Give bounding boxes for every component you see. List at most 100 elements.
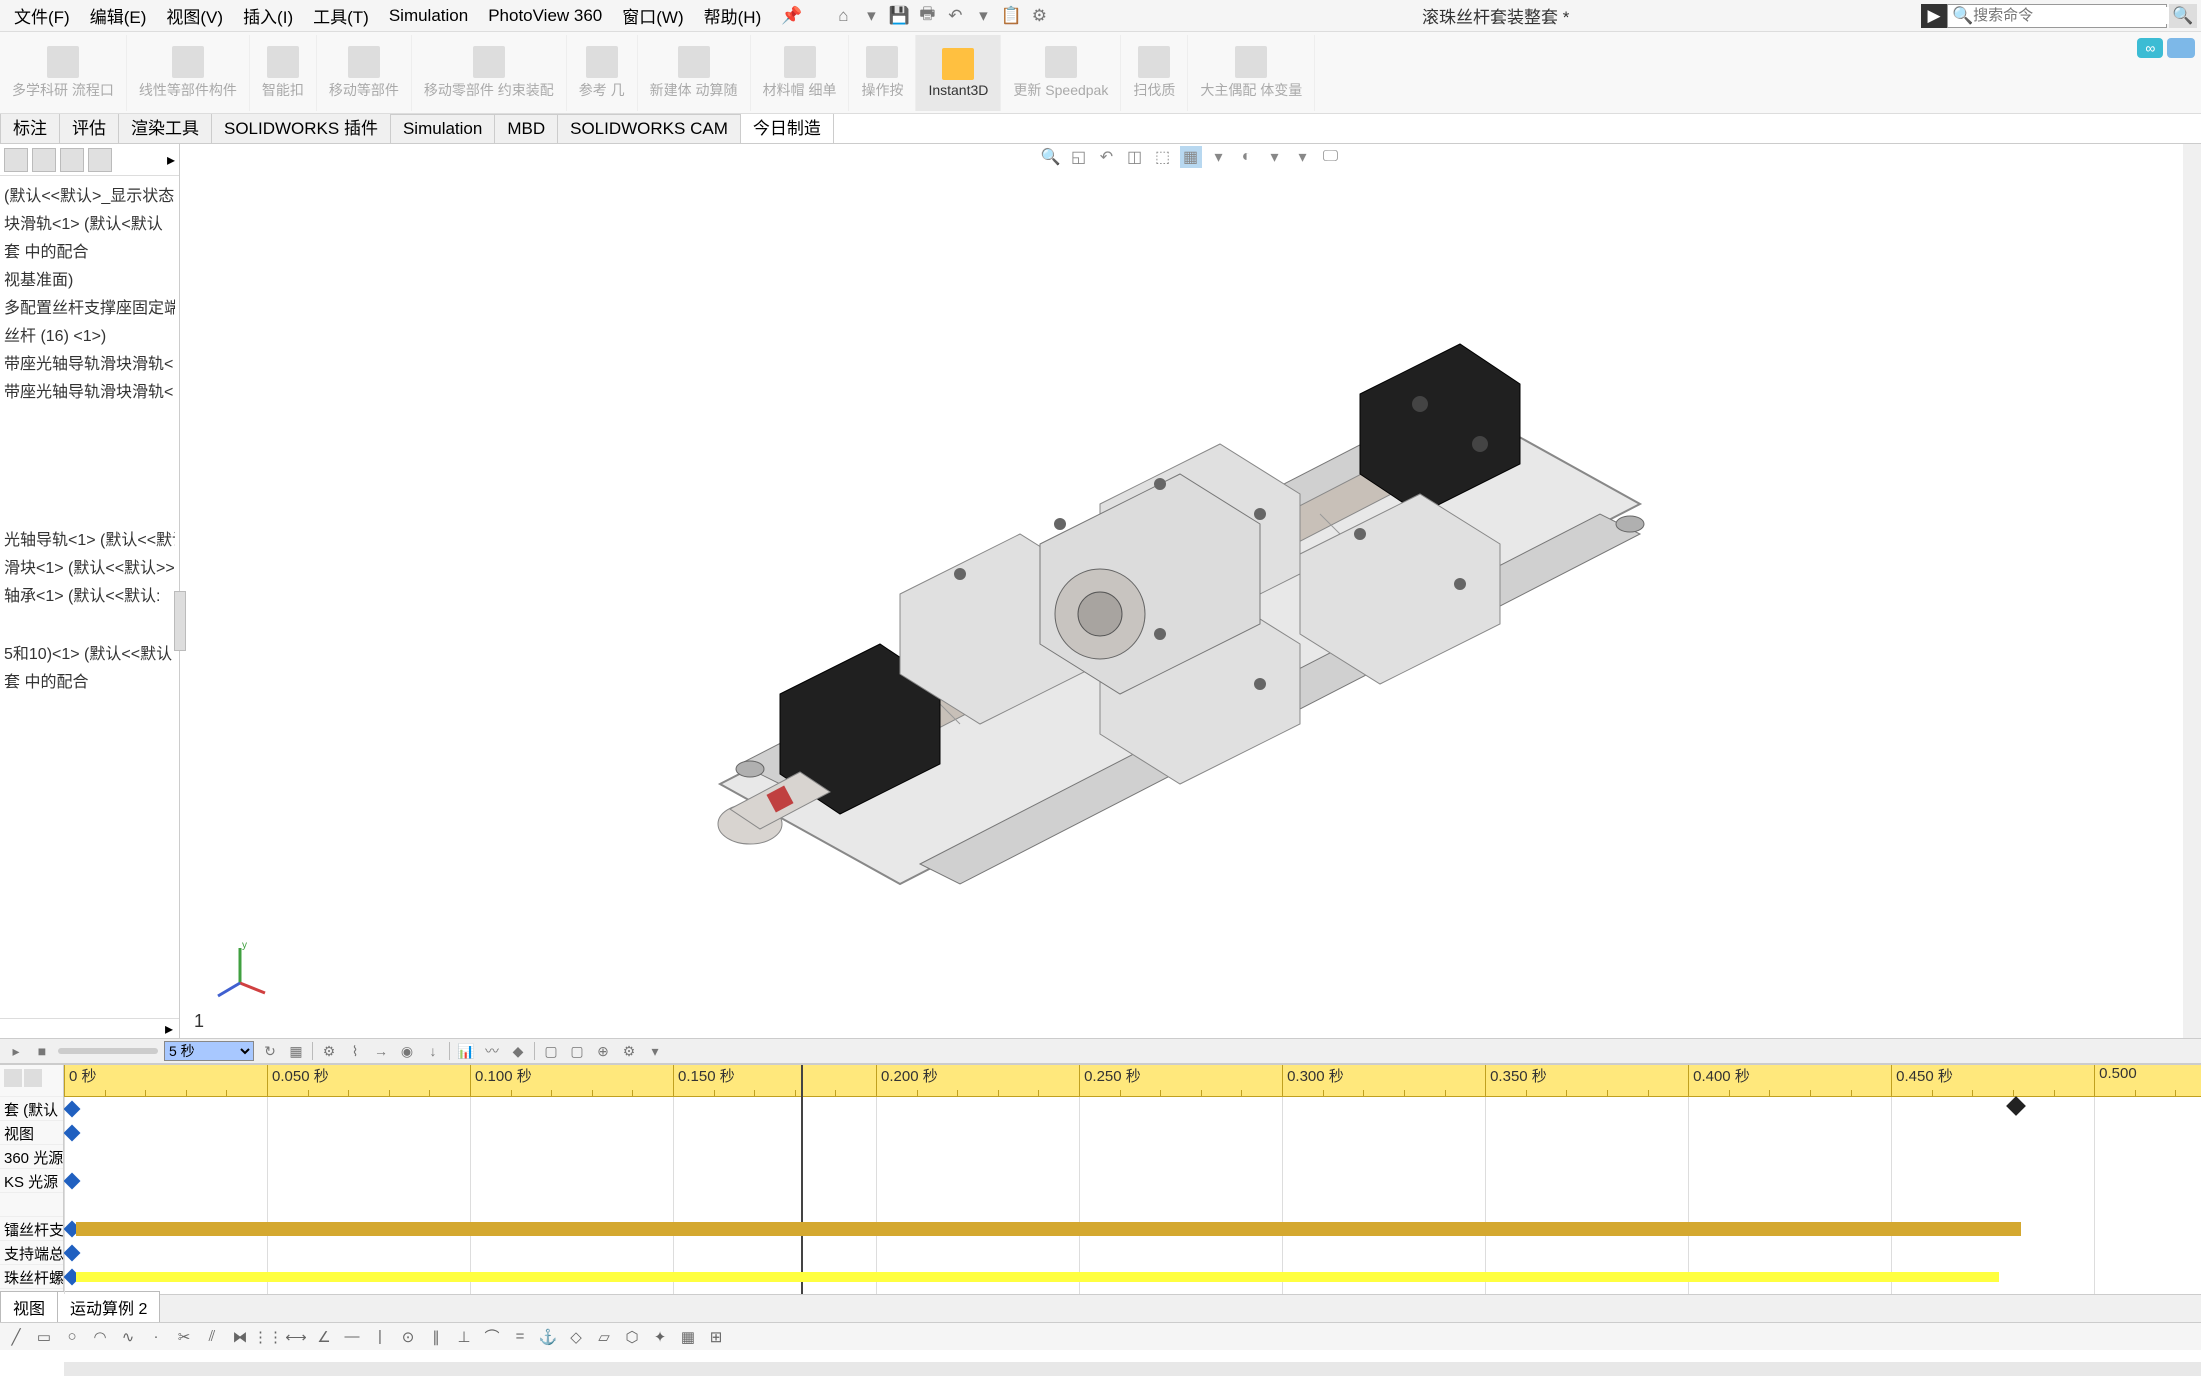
- fix-icon[interactable]: ⚓: [538, 1327, 558, 1347]
- motion-opt5-icon[interactable]: ▾: [645, 1041, 665, 1061]
- cloud-badge[interactable]: ∞: [2137, 38, 2163, 58]
- timeline-scrollbar-h[interactable]: [64, 1362, 2201, 1376]
- redo-icon[interactable]: ▾: [972, 5, 994, 27]
- equal-icon[interactable]: =: [510, 1327, 530, 1347]
- tab-mbd[interactable]: MBD: [494, 114, 558, 143]
- force-icon[interactable]: →: [371, 1041, 391, 1061]
- search-button[interactable]: 🔍: [2169, 4, 2197, 28]
- save-icon[interactable]: 💾: [888, 5, 910, 27]
- sk-tool3-icon[interactable]: ⬡: [622, 1327, 642, 1347]
- tab-sw-cam[interactable]: SOLIDWORKS CAM: [557, 114, 741, 143]
- search-toggle-icon[interactable]: ▶: [1921, 4, 1947, 28]
- dim-icon[interactable]: ⟷: [286, 1327, 306, 1347]
- timeline-row-label[interactable]: 360 光源: [0, 1145, 63, 1169]
- apply-scene-icon[interactable]: ▾: [1264, 146, 1286, 168]
- offset-icon[interactable]: ⫽: [202, 1327, 222, 1347]
- time-dropdown[interactable]: 5 秒: [164, 1041, 254, 1061]
- tree-item[interactable]: (默认<<默认>_显示状态: [4, 180, 175, 208]
- spline-icon[interactable]: ∿: [118, 1327, 138, 1347]
- tab-sw-addins[interactable]: SOLIDWORKS 插件: [211, 109, 391, 143]
- viewport-scrollbar-v[interactable]: [2183, 144, 2201, 1038]
- tl-filter-icon[interactable]: [4, 1069, 22, 1087]
- tree-item[interactable]: 带座光轴导轨滑块滑轨<: [4, 348, 175, 376]
- point-icon[interactable]: ·: [146, 1327, 166, 1347]
- motion-opt1-icon[interactable]: ▢: [541, 1041, 561, 1061]
- line-icon[interactable]: ╱: [6, 1327, 26, 1347]
- menu-edit[interactable]: 编辑(E): [80, 3, 157, 28]
- ribbon-group-4[interactable]: 移动零部件 约束装配: [412, 35, 567, 111]
- feature-tree[interactable]: (默认<<默认>_显示状态 块滑轨<1> (默认<默认 套 中的配合 视基准面)…: [0, 176, 179, 1018]
- play-icon[interactable]: ▸: [6, 1041, 26, 1061]
- mirror-icon[interactable]: ⧓: [230, 1327, 250, 1347]
- motion-opt3-icon[interactable]: ⊕: [593, 1041, 613, 1061]
- menu-photoview[interactable]: PhotoView 360: [478, 6, 612, 26]
- spring-icon[interactable]: ⌇: [345, 1041, 365, 1061]
- timeline-row-label[interactable]: [0, 1193, 63, 1217]
- viewport[interactable]: 🔍 ◱ ↶ ◫ ⬚ ▦ ▾ ◐ ▾ ▾ 🖵: [180, 144, 2201, 1038]
- loop-icon[interactable]: ↻: [260, 1041, 280, 1061]
- tl-collapse-icon[interactable]: [24, 1069, 42, 1087]
- menu-window[interactable]: 窗口(W): [612, 3, 693, 28]
- ribbon-group-instant3d[interactable]: Instant3D: [916, 35, 1001, 111]
- ribbon-group-5[interactable]: 参考 几: [567, 35, 638, 111]
- key-icon[interactable]: ◆: [508, 1041, 528, 1061]
- ribbon-group-10[interactable]: 更新 Speedpak: [1001, 35, 1121, 111]
- tab-render[interactable]: 渲染工具: [118, 109, 212, 143]
- perp-icon[interactable]: ⊥: [454, 1327, 474, 1347]
- parallel-icon[interactable]: ∥: [426, 1327, 446, 1347]
- timeline-row-label[interactable]: 珠丝杆螺: [0, 1265, 63, 1289]
- trim-icon[interactable]: ✂: [174, 1327, 194, 1347]
- coinc-icon[interactable]: ⊙: [398, 1327, 418, 1347]
- tab-annotate[interactable]: 标注: [0, 109, 60, 143]
- menu-insert[interactable]: 插入(I): [233, 3, 303, 28]
- pattern-icon[interactable]: ⋮⋮: [258, 1327, 278, 1347]
- timeline-tracks[interactable]: 0 秒0.050 秒0.100 秒0.150 秒0.200 秒0.250 秒0.…: [64, 1065, 2201, 1294]
- timeline-row-label[interactable]: KS 光源: [0, 1169, 63, 1193]
- tab-today-make[interactable]: 今日制造: [740, 109, 834, 143]
- tree-display-icon[interactable]: [32, 148, 56, 172]
- options-icon[interactable]: ⚙: [1028, 5, 1050, 27]
- zoom-fit-icon[interactable]: 🔍: [1040, 146, 1062, 168]
- timeline-row-label[interactable]: 镭丝杆支: [0, 1217, 63, 1241]
- timeline-row-label[interactable]: 支持端总: [0, 1241, 63, 1265]
- tree-config-icon[interactable]: [88, 148, 112, 172]
- print-icon[interactable]: 🖶: [916, 5, 938, 27]
- sk-tool2-icon[interactable]: ▱: [594, 1327, 614, 1347]
- ribbon-group-11[interactable]: 扫伐质: [1121, 35, 1188, 111]
- panel-collapse-handle[interactable]: [174, 591, 186, 651]
- display-style-icon[interactable]: ▦: [1180, 146, 1202, 168]
- menu-file[interactable]: 文件(F): [4, 3, 80, 28]
- ribbon-group-12[interactable]: 大主偶配 体变量: [1188, 35, 1315, 111]
- tab-simulation[interactable]: Simulation: [390, 114, 495, 143]
- time-grid[interactable]: [64, 1097, 2201, 1294]
- view-triad[interactable]: y: [210, 938, 270, 998]
- ribbon-group-8[interactable]: 操作按: [849, 35, 916, 111]
- motion-opt4-icon[interactable]: ⚙: [619, 1041, 639, 1061]
- ribbon-group-1[interactable]: 线性等部件构件: [127, 35, 250, 111]
- tree-expand-icon[interactable]: ▸: [167, 150, 175, 170]
- pin-icon[interactable]: 📌: [771, 6, 812, 26]
- keyframe[interactable]: [64, 1125, 80, 1142]
- horiz-icon[interactable]: —: [342, 1327, 362, 1347]
- home-icon[interactable]: ⌂: [832, 5, 854, 27]
- ribbon-group-7[interactable]: 材料帽 细单: [751, 35, 850, 111]
- tangent-icon[interactable]: ⌒: [482, 1327, 502, 1347]
- timeline-row-label[interactable]: 套 (默认: [0, 1097, 63, 1121]
- motion-bar[interactable]: [76, 1222, 2021, 1236]
- sk-tool5-icon[interactable]: ▦: [678, 1327, 698, 1347]
- menu-help[interactable]: 帮助(H): [694, 3, 772, 28]
- screen-icon[interactable]: 🖵: [1320, 146, 1342, 168]
- tree-item[interactable]: 光轴导轨<1> (默认<<默认: [4, 524, 175, 552]
- tree-view-icon[interactable]: [60, 148, 84, 172]
- circle-icon[interactable]: ○: [62, 1327, 82, 1347]
- arc-icon[interactable]: ◠: [90, 1327, 110, 1347]
- tree-item[interactable]: 丝杆 (16) <1>): [4, 320, 175, 348]
- ribbon-group-6[interactable]: 新建体 动算随: [638, 35, 751, 111]
- search-box[interactable]: 🔍: [1947, 4, 2167, 28]
- ribbon-group-3[interactable]: 移动等部件: [317, 35, 412, 111]
- sk-tool4-icon[interactable]: ✦: [650, 1327, 670, 1347]
- time-ruler[interactable]: 0 秒0.050 秒0.100 秒0.150 秒0.200 秒0.250 秒0.…: [64, 1065, 2201, 1097]
- view-settings-icon[interactable]: ▾: [1292, 146, 1314, 168]
- hide-show-icon[interactable]: ▾: [1208, 146, 1230, 168]
- stop-icon[interactable]: ■: [32, 1041, 52, 1061]
